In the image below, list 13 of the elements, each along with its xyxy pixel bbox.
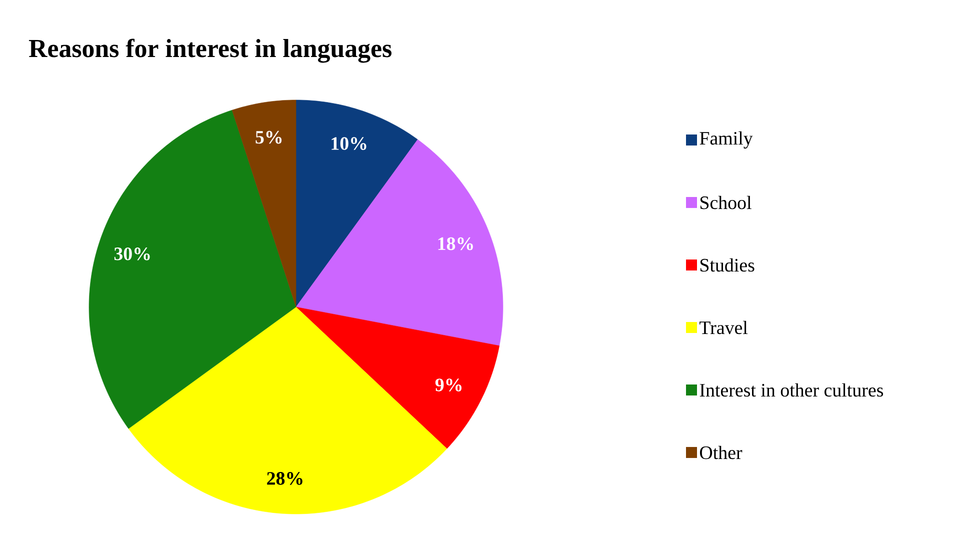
legend-label: Interest in other cultures [700, 383, 884, 397]
data-label: 28% [267, 472, 302, 485]
data-label: 5% [256, 130, 282, 144]
legend-label: Travel [700, 320, 748, 334]
legend-label: Family [700, 131, 753, 149]
data-label: 30% [114, 247, 150, 260]
data-label: 9% [435, 378, 462, 392]
data-label: 10% [332, 137, 366, 150]
legend-label: School [700, 196, 752, 210]
legend-label: Studies [700, 258, 754, 272]
chart-title: Reasons for interest in languages [28, 38, 392, 63]
data-label: 18% [438, 237, 473, 250]
legend-label: Other [700, 446, 742, 460]
